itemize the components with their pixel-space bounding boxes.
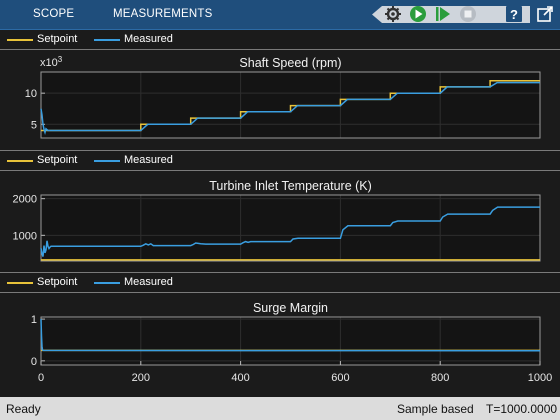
divider: [0, 49, 560, 50]
svg-text:?: ?: [510, 7, 518, 22]
toolstrip: SCOPE MEASUREMENTS: [0, 0, 560, 29]
x-tick-label: 800: [431, 372, 449, 384]
y-tick-label: 5: [31, 119, 37, 131]
measured-legend-swatch: [94, 160, 120, 162]
turbine-inlet-temperature-plot[interactable]: 1000 2000 Turbine Inlet Temperature (K): [0, 171, 560, 272]
stop-icon[interactable]: [457, 3, 479, 25]
y-tick-label: 1: [31, 314, 37, 326]
chart-title: Shaft Speed (rpm): [239, 56, 341, 70]
help-icon[interactable]: ?: [503, 3, 525, 25]
x-tick-label: 400: [231, 372, 249, 384]
step-forward-icon[interactable]: [432, 3, 454, 25]
undock-icon[interactable]: [534, 3, 556, 25]
run-icon[interactable]: [407, 3, 429, 25]
measured-legend-label: Measured: [124, 33, 173, 45]
toolbar-buttons: ?: [370, 3, 560, 26]
y-exponent-power: 3: [58, 55, 63, 64]
tab-measurements[interactable]: MEASUREMENTS: [113, 8, 213, 20]
chart-title: Surge Margin: [253, 301, 328, 315]
divider: [0, 292, 560, 293]
divider: [0, 272, 560, 273]
measured-series-line: [40, 206, 540, 257]
y-tick-label: 0: [31, 356, 37, 368]
measured-legend-label: Measured: [124, 154, 173, 166]
measured-series-line: [40, 81, 540, 136]
plot-area: [41, 317, 540, 365]
surge-margin-plot[interactable]: 0 1 Surge Margin 0 200 400 600 800 1000: [0, 293, 560, 397]
x-tick-label: 0: [38, 372, 44, 384]
status-mode-text: Sample based: [397, 402, 474, 416]
measured-series-line: [40, 319, 541, 352]
y-tick-label: 1000: [13, 230, 37, 242]
x-tick-label: 600: [331, 372, 349, 384]
toolstrip-border: [0, 29, 560, 30]
measured-legend-swatch: [94, 282, 120, 284]
settings-gear-icon[interactable]: [382, 3, 404, 25]
setpoint-legend-label: Setpoint: [37, 276, 78, 288]
status-bar: Ready Sample based T=1000.0000: [0, 397, 560, 420]
tab-scope[interactable]: SCOPE: [33, 8, 75, 20]
status-ready-text: Ready: [6, 402, 41, 416]
chart-title: Turbine Inlet Temperature (K): [209, 179, 372, 193]
setpoint-legend-label: Setpoint: [37, 154, 78, 166]
divider: [0, 170, 560, 171]
y-tick-label: 2000: [13, 194, 37, 206]
measured-legend-swatch: [94, 39, 120, 41]
status-time-text: T=1000.0000: [486, 402, 558, 416]
axes-frame: [40, 71, 541, 139]
shaft-speed-plot[interactable]: 5 10 Shaft Speed (rpm) x103: [0, 50, 560, 150]
x-tick-label: 200: [132, 372, 150, 384]
y-tick-label: 10: [25, 88, 37, 100]
x-tick-label: 1000: [528, 372, 552, 384]
legend-surge-margin[interactable]: Setpoint Measured: [0, 273, 560, 292]
legend-shaft-speed[interactable]: Setpoint Measured: [0, 30, 560, 49]
legend-turbine-temp[interactable]: Setpoint Measured: [0, 151, 560, 170]
setpoint-legend-label: Setpoint: [37, 33, 78, 45]
measured-legend-label: Measured: [124, 276, 173, 288]
setpoint-legend-swatch: [7, 282, 33, 284]
y-exponent-label: x103: [40, 55, 63, 69]
plot-area: [41, 195, 540, 261]
axes-frame: [40, 194, 541, 262]
setpoint-legend-swatch: [7, 160, 33, 162]
divider: [0, 150, 560, 151]
setpoint-legend-swatch: [7, 39, 33, 41]
